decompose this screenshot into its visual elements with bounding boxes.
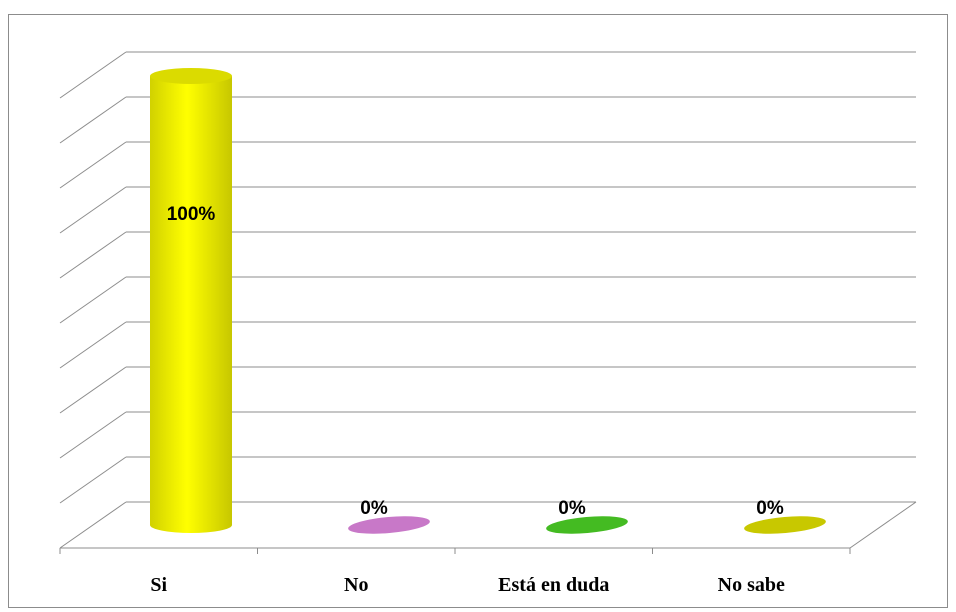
bar-top-cap [150,68,232,84]
gridlines [59,51,917,554]
bar-no [348,516,430,534]
floor-right-edge [849,501,917,549]
side-wall-line [59,96,127,144]
side-wall-line [59,501,127,549]
x-tick-label: No [344,574,368,596]
labels: 100% Si 0% No 0% Está en duda 0% No sabe [150,204,785,596]
data-label: 0% [360,498,388,519]
side-wall-line [59,141,127,189]
side-wall-line [59,276,127,324]
data-label: 0% [756,498,784,519]
bar-si [150,76,232,533]
side-wall-line [59,51,127,99]
x-tick-label: Si [150,574,167,596]
side-wall-line [59,456,127,504]
side-wall-line [59,321,127,369]
bar-no-sabe [744,516,826,534]
x-tick-label: Está en duda [498,574,609,596]
side-wall-line [59,366,127,414]
side-wall-line [59,186,127,234]
x-tick-label: No sabe [718,574,785,596]
data-label: 100% [167,204,216,225]
bars [150,68,826,534]
data-label: 0% [558,498,586,519]
bar-está-en-duda [546,516,628,534]
side-wall-line [59,411,127,459]
side-wall-line [59,231,127,279]
